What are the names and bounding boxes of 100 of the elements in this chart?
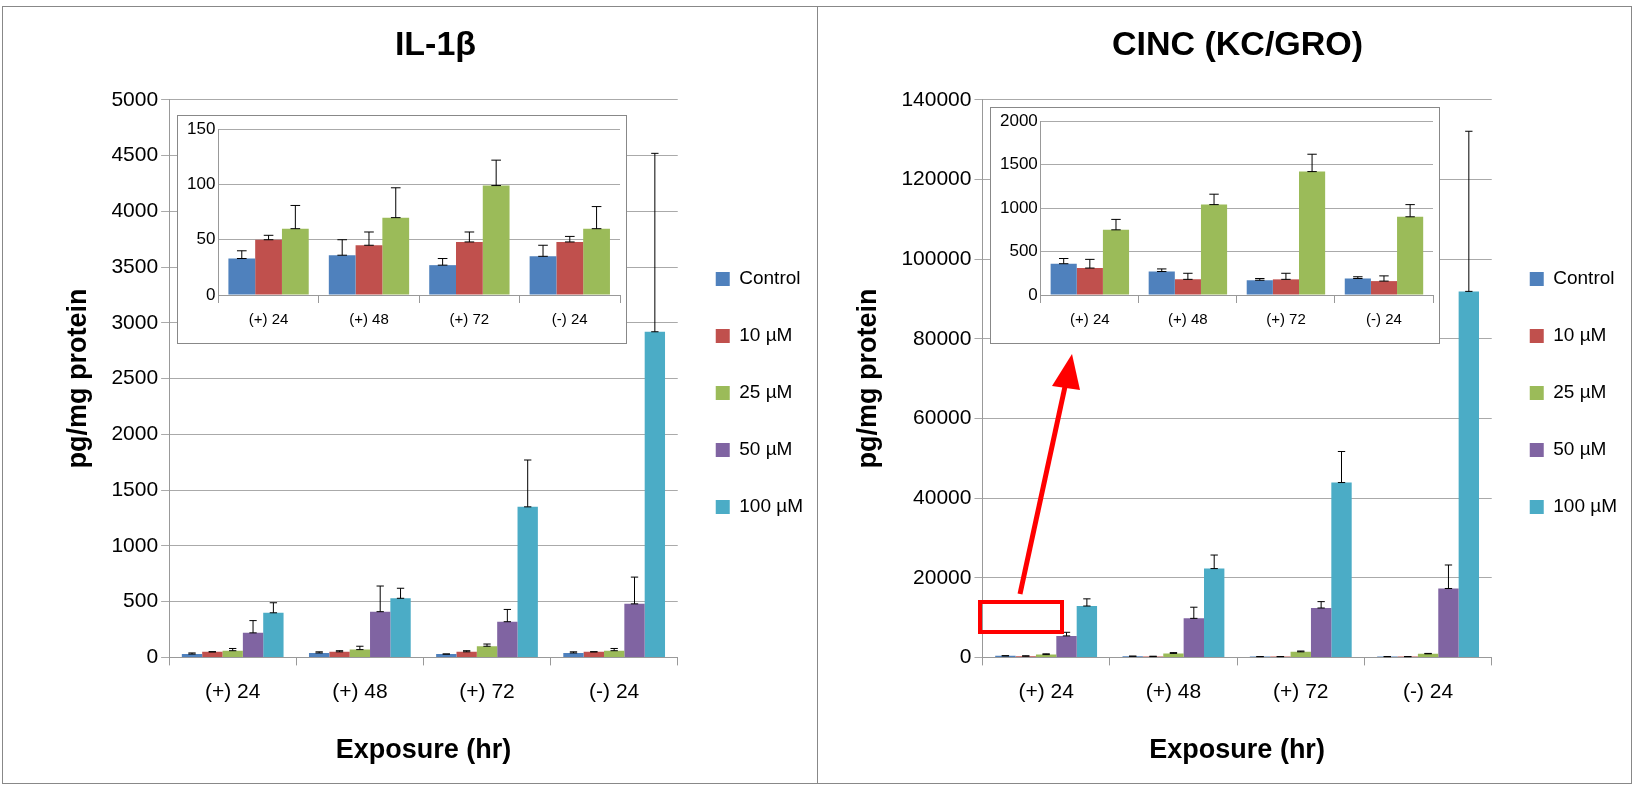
bar [1397,216,1424,295]
y-tick-label: 2500 [111,365,159,389]
x-tick-label: (+) 24 [248,310,289,328]
bar [242,632,264,657]
bar [1102,229,1130,295]
bar [328,255,356,295]
y-tick-label: 0 [146,644,159,668]
x-axis-title: Exposure (hr) [1149,734,1325,765]
y-axis-title: pg/mg protein [851,288,882,469]
bar [456,651,477,657]
y-tick-label: 4000 [111,198,159,222]
bar [1331,482,1352,657]
legend-label: 100 µM [1553,495,1618,517]
bar [1272,279,1300,295]
bar [563,652,584,657]
x-tick-label: (+) 48 [1168,310,1208,328]
x-tick-label: (+) 72 [1273,678,1329,702]
bar [1299,171,1326,295]
x-tick-label: (-) 24 [1366,310,1402,328]
bar [1050,263,1077,295]
x-tick-label: (+) 24 [1070,310,1110,328]
y-tick-label: 20000 [913,564,972,588]
bar [604,650,625,657]
bar [263,612,284,657]
legend-label: Control [1553,267,1615,289]
y-tick-label: 120000 [901,166,972,190]
legend-label: 10 µM [1553,324,1607,346]
bar [482,185,510,295]
bar [228,258,256,295]
bar [1174,279,1201,295]
bar [1076,606,1098,657]
bar [1290,651,1311,657]
bar [1183,618,1205,657]
bar [1370,281,1398,295]
x-tick-label: (-) 24 [1402,678,1454,702]
y-tick-label: 5000 [111,86,159,110]
bar [370,611,391,657]
legend-label: 100 µM [739,495,804,517]
x-tick-label: (+) 48 [349,310,389,328]
y-tick-label: 1000 [111,532,159,556]
x-tick-label: (-) 24 [589,678,640,702]
bar [1076,268,1103,295]
bar [1163,653,1184,657]
bar [1204,568,1225,657]
bar [456,241,483,295]
y-tick-label: 100000 [901,245,972,269]
bar [1148,271,1175,295]
bar [349,649,371,657]
y-tick-label: 150 [186,118,216,138]
x-tick-label: (+) 24 [1018,678,1075,702]
y-tick-label: 4500 [111,142,159,166]
bar [255,239,282,295]
bar [382,217,410,295]
y-tick-label: 140000 [901,86,972,110]
legend-label: 10 µM [739,324,793,346]
y-tick-label: 100 [186,174,216,194]
y-tick-label: 0 [959,644,972,668]
x-axis-title: Exposure (hr) [335,734,512,765]
legend-label: 25 µM [1553,381,1607,403]
bar [583,651,604,657]
y-axis-title: pg/mg protein [61,288,92,469]
y-tick-label: 3000 [111,309,159,333]
legend-label: 50 µM [739,438,793,460]
y-tick-label: 1000 [999,197,1038,217]
chart-title: CINC (KC/GRO) [1111,23,1364,62]
legend-label: Control [739,267,801,289]
bar [529,256,557,295]
legend-label: 50 µM [1553,438,1607,460]
bar [476,646,498,657]
bar [556,241,584,295]
bar [644,331,666,657]
bar [1458,291,1480,657]
x-tick-label: (-) 24 [551,310,588,328]
y-tick-label: 50 [196,229,216,249]
bar [1438,588,1459,657]
x-tick-label: (+) 72 [459,678,515,702]
bar [329,651,350,657]
bar [355,245,383,295]
y-tick-label: 1500 [999,154,1038,174]
y-tick-label: 60000 [913,405,972,429]
bar [583,228,610,295]
y-tick-label: 40000 [913,484,972,508]
y-tick-label: 1500 [111,476,159,500]
y-tick-label: 2000 [111,421,159,445]
y-tick-label: 500 [123,588,159,612]
y-tick-label: 3500 [111,253,159,277]
bar [1056,635,1077,657]
bar [1417,653,1439,657]
bar [517,506,538,657]
y-tick-label: 500 [1009,241,1038,261]
bar [281,228,309,295]
y-tick-label: 0 [1028,284,1038,304]
chart-title: IL-1β [394,23,477,62]
bar [202,651,223,657]
y-tick-label: 0 [205,284,216,304]
x-tick-label: (+) 48 [1145,678,1202,702]
bar [1246,280,1273,295]
bar [1310,608,1332,657]
y-tick-label: 80000 [913,325,972,349]
bar [222,650,243,657]
